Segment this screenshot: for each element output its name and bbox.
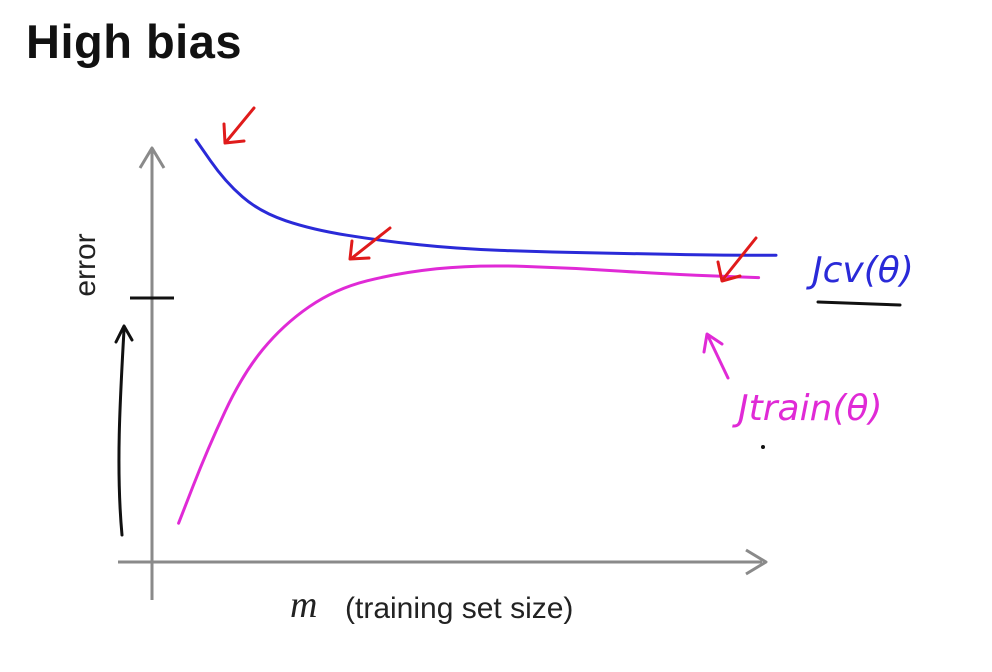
- y-axis-label: error: [69, 233, 102, 296]
- series-jtrain-line: [177, 264, 761, 525]
- legend-jtrain-label: Jtrain(θ): [732, 388, 883, 429]
- jtrain-pointer-arrow-icon: [702, 332, 730, 380]
- y-axis-arrowhead: [138, 146, 166, 169]
- stray-dot: [761, 445, 765, 449]
- jcv-underline: [816, 300, 902, 307]
- x-axis-arrowhead: [745, 548, 768, 576]
- red-arrow-icon: [222, 106, 256, 145]
- legend-jcv-label: Jcv(θ): [806, 250, 914, 291]
- red-arrow-icon: [716, 236, 758, 283]
- axes: [118, 146, 768, 600]
- series-jcv-line: [194, 138, 778, 257]
- x-axis-symbol: m: [290, 584, 317, 626]
- red-arrow-icon: [348, 226, 392, 261]
- error-up-arrow-head-icon: [114, 324, 134, 344]
- x-axis-label: (training set size): [345, 592, 573, 625]
- page-title: High bias: [26, 15, 243, 68]
- error-up-arrow-icon: [117, 328, 126, 537]
